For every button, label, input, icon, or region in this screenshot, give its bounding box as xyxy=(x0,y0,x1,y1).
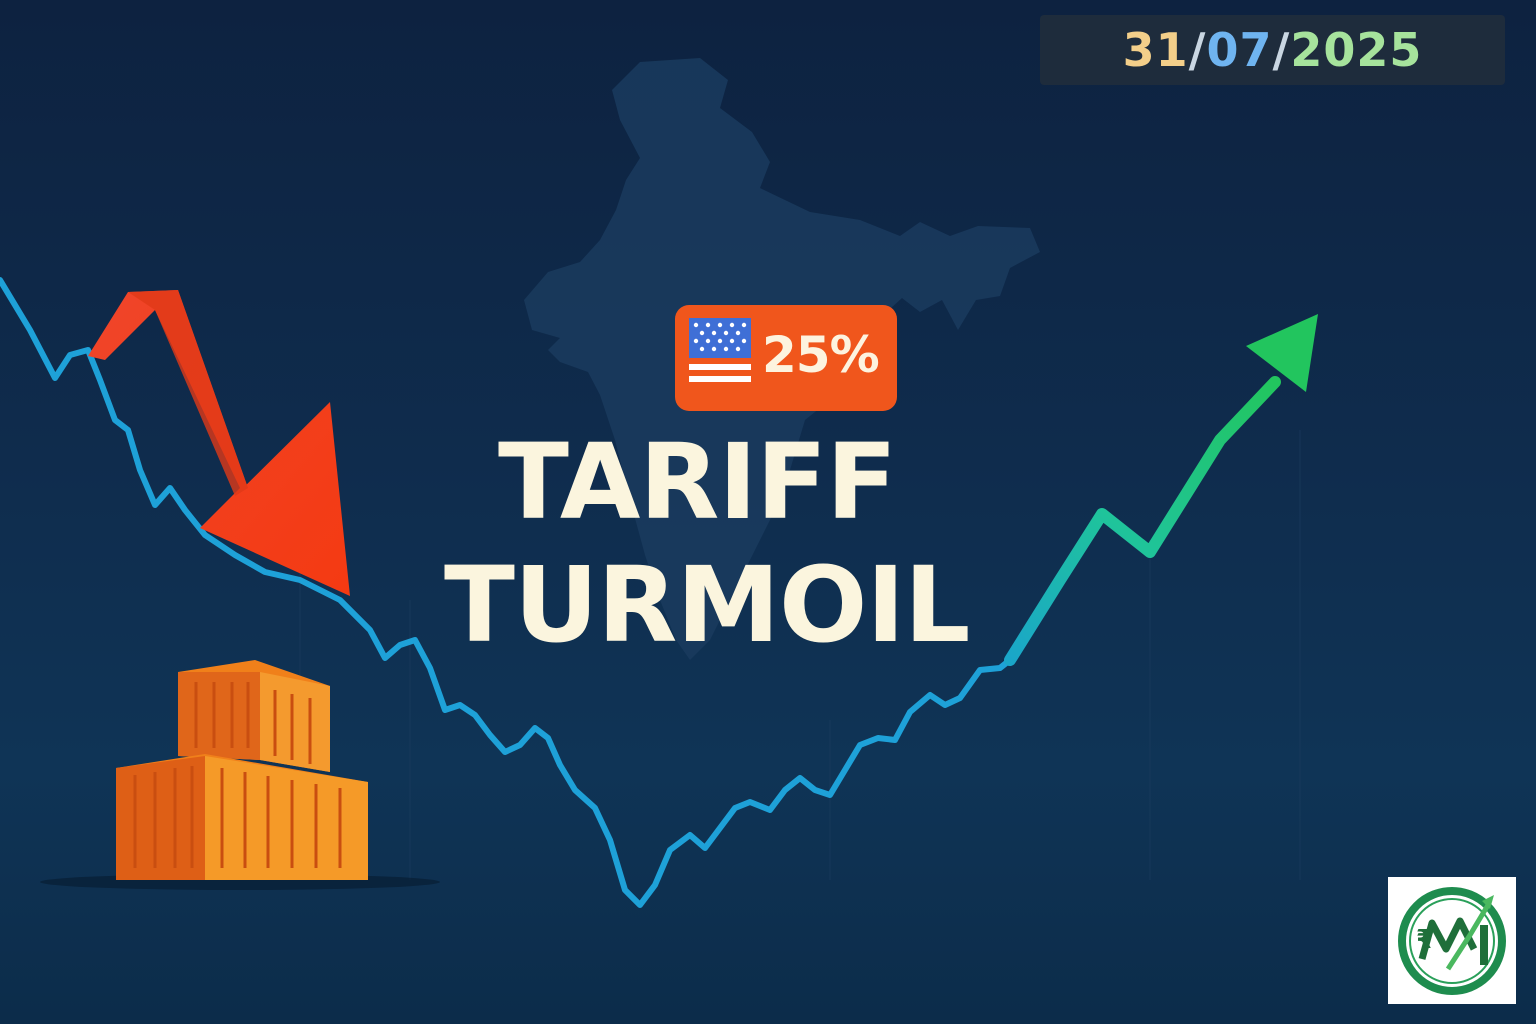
logo-rupee-symbol: ₹ xyxy=(1416,925,1435,955)
up-trend-line xyxy=(1004,376,1281,666)
shipping-containers-icon xyxy=(40,660,440,890)
date-year: 2025 xyxy=(1290,23,1423,77)
market-line xyxy=(0,277,1013,908)
logo: ₹ xyxy=(1388,877,1516,1004)
headline-line-2: TURMOIL xyxy=(444,544,970,666)
logo-icon xyxy=(1398,887,1506,995)
tariff-percent: 25% xyxy=(762,326,880,384)
date-day: 31 xyxy=(1122,23,1189,77)
date-separator: / xyxy=(1272,23,1291,77)
headline-line-1: TARIFF xyxy=(498,421,897,543)
up-arrow-icon xyxy=(1246,314,1318,392)
date-separator: / xyxy=(1188,23,1207,77)
date-month: 07 xyxy=(1206,23,1273,77)
date-label: 31/07/2025 xyxy=(1040,15,1505,85)
us-flag-icon xyxy=(689,318,751,382)
